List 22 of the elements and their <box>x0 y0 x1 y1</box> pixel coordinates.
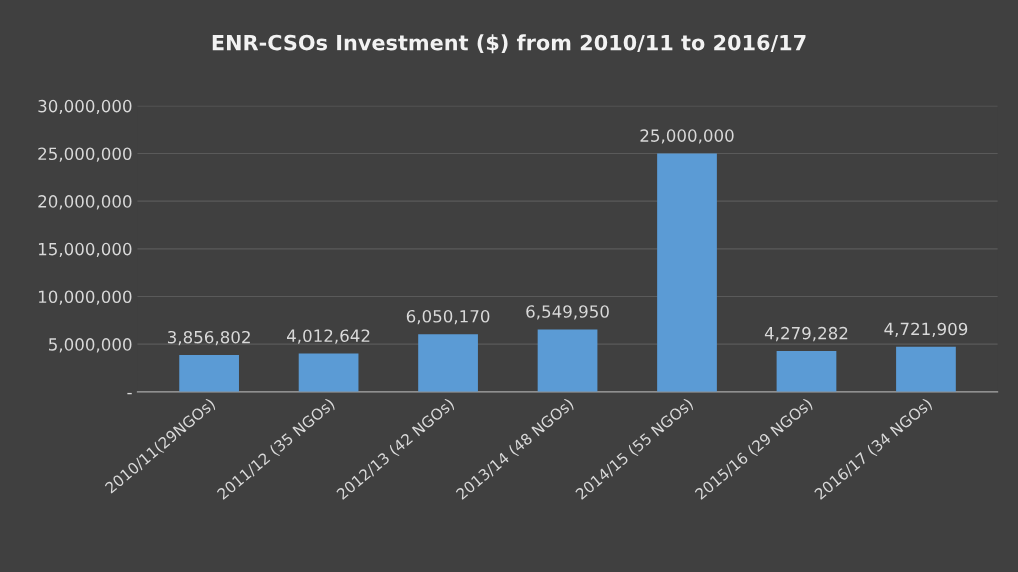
bar <box>776 351 837 392</box>
y-tick-label: 30,000,000 <box>38 99 132 115</box>
y-tick-label: - <box>127 392 132 395</box>
bar <box>537 329 598 392</box>
data-label: 25,000,000 <box>640 129 734 144</box>
bar <box>298 353 359 392</box>
bar <box>657 153 717 392</box>
chart-title: ENR-CSOs Investment ($) from 2010/11 to 2016/17 <box>212 34 806 54</box>
bar <box>179 355 239 392</box>
y-tick-label: 5,000,000 <box>49 338 132 353</box>
data-label: 6,549,950 <box>526 305 609 320</box>
data-label: 4,012,642 <box>286 329 370 344</box>
bar <box>896 346 956 392</box>
y-tick-label: 25,000,000 <box>38 147 132 162</box>
data-label: 4,279,282 <box>764 326 848 342</box>
y-tick-label: 15,000,000 <box>38 242 132 258</box>
bar <box>418 334 478 392</box>
y-tick-label: 10,000,000 <box>38 290 132 305</box>
data-label: 3,856,802 <box>167 330 250 346</box>
data-label: 6,050,170 <box>406 309 490 325</box>
y-tick-label: 20,000,000 <box>38 195 132 210</box>
data-label: 4,721,909 <box>884 322 968 337</box>
